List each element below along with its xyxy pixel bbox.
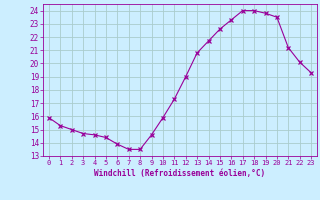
X-axis label: Windchill (Refroidissement éolien,°C): Windchill (Refroidissement éolien,°C) xyxy=(94,169,266,178)
